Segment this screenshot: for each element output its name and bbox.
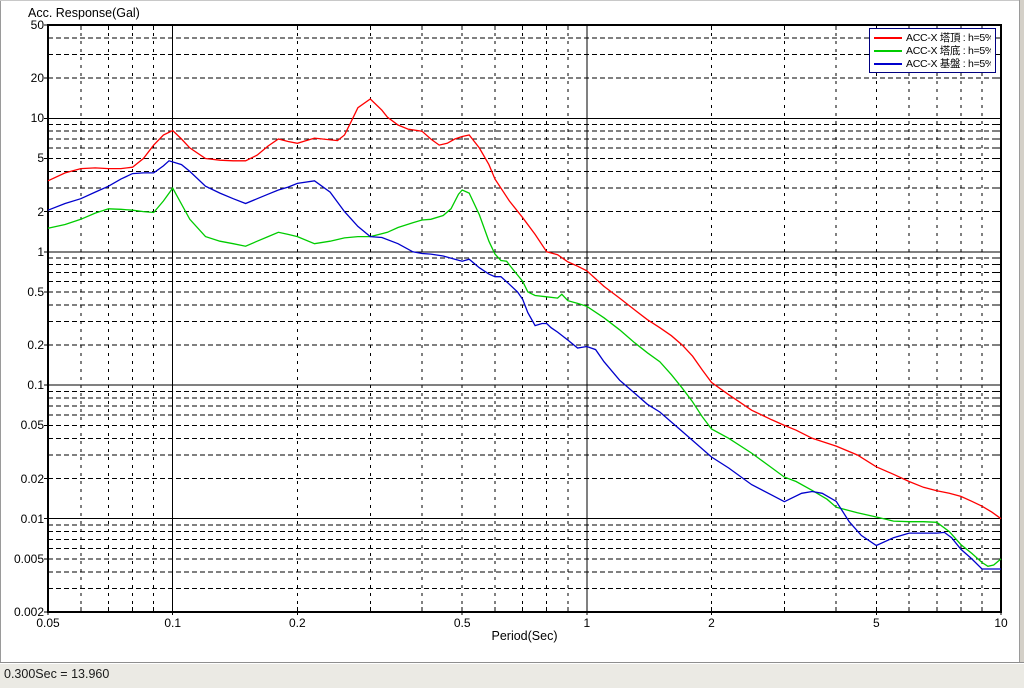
y-axis-tick-label: 0.05 — [20, 418, 44, 433]
series-curve-2 — [47, 160, 1001, 570]
legend-entry: ACC-X 塔頂 : h=5% — [874, 31, 991, 44]
series-curve-0 — [47, 98, 1002, 520]
status-readout: 0.300Sec = 13.960 — [4, 667, 110, 681]
chart-canvas: Acc. Response(Gal) Period(Sec) 50 20 10 5 2 1… — [0, 0, 1024, 662]
x-axis-tick-label: 2 — [708, 616, 715, 630]
plot-border — [47, 24, 1002, 613]
x-axis-tick-label: 0.1 — [164, 616, 182, 630]
plot-area[interactable] — [0, 0, 1024, 662]
x-axis-tick-label: 0.2 — [289, 616, 306, 630]
y-axis-tick-label: 10 — [30, 111, 44, 126]
x-axis-tick-label: 1 — [583, 616, 591, 630]
series-curve-1 — [47, 186, 1002, 567]
legend-box: ACC-X 塔頂 : h=5% ACC-X 塔底 : h=5% ACC-X 基盤 :… — [869, 28, 996, 73]
legend-line-sample — [874, 36, 902, 39]
y-axis-tick-label: 1 — [37, 244, 44, 259]
status-bar: 0.300Sec = 13.960 — [0, 662, 1024, 688]
y-axis-title: Acc. Response(Gal) — [28, 6, 140, 20]
window-border-left — [0, 0, 1, 662]
window-border-top — [0, 0, 1024, 1]
window-border-right — [1019, 0, 1024, 662]
y-axis-tick-label: 2 — [37, 204, 44, 219]
legend-entry-label: ACC-X 塔頂 : h=5% — [906, 32, 991, 44]
legend-line-sample — [874, 62, 902, 65]
y-axis-tick-label: 5 — [37, 151, 44, 166]
y-axis-tick-label: 0.005 — [13, 551, 44, 566]
legend-entry-label: ACC-X 塔底 : h=5% — [906, 45, 991, 57]
legend-line-sample — [874, 49, 902, 52]
y-axis-tick-label: 0.2 — [27, 338, 44, 353]
y-axis-tick-label: 0.1 — [27, 378, 44, 393]
y-axis-tick-label: 0.01 — [20, 511, 44, 526]
y-axis-tick-label: 0.02 — [20, 471, 44, 486]
y-axis-tick-label: 20 — [30, 71, 44, 86]
x-axis-tick-label: 10 — [994, 616, 1008, 630]
x-axis-tick-label: 0.05 — [36, 616, 60, 630]
y-axis-tick-label: 50 — [30, 18, 44, 32]
y-axis-tick-label: 0.5 — [27, 284, 44, 299]
x-axis-tick-label: 0.5 — [453, 616, 471, 630]
legend-entry: ACC-X 塔底 : h=5% — [874, 44, 991, 57]
y-axis-tick-label: 0.002 — [13, 605, 44, 619]
legend-entry-label: ACC-X 基盤 : h=5% — [906, 58, 991, 70]
x-axis-title: Period(Sec) — [491, 629, 558, 643]
x-axis-tick-label: 5 — [872, 616, 880, 630]
legend-entry: ACC-X 基盤 : h=5% — [874, 57, 991, 70]
